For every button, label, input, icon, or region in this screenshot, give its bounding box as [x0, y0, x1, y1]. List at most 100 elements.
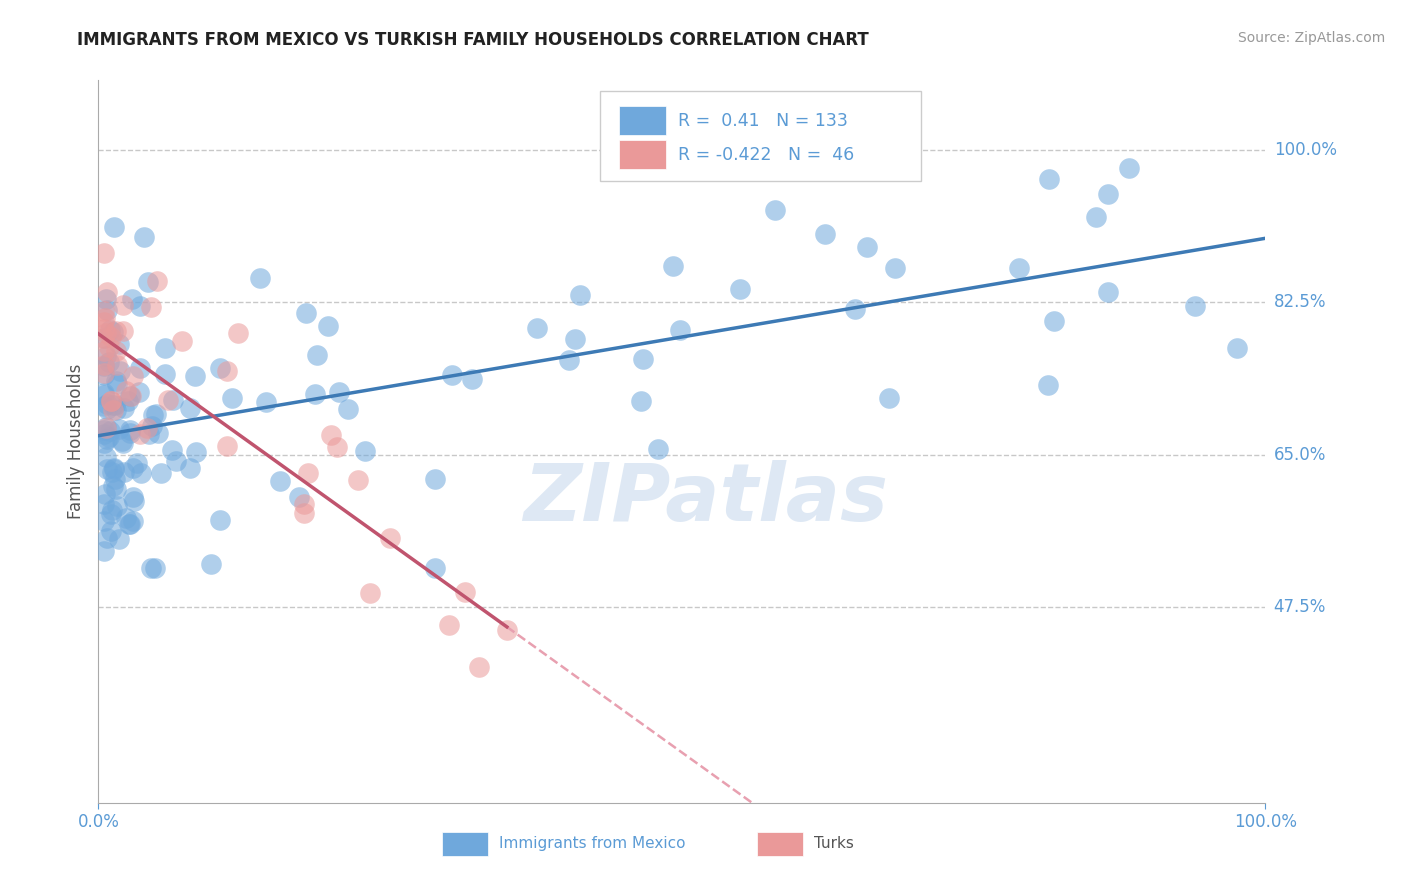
- Point: [153, 341, 176, 355]
- Point: [96, 402, 118, 417]
- Point: [93, 358, 115, 372]
- Point: [100, 393, 122, 408]
- Point: [359, 586, 381, 600]
- Point: [1008, 260, 1031, 275]
- Point: [354, 443, 377, 458]
- Point: [153, 367, 176, 381]
- Point: [149, 466, 172, 480]
- Text: 47.5%: 47.5%: [1274, 598, 1326, 616]
- Point: [105, 324, 128, 338]
- Point: [844, 301, 866, 316]
- Point: [104, 403, 127, 417]
- Point: [114, 384, 136, 398]
- Point: [98, 340, 121, 354]
- FancyBboxPatch shape: [441, 832, 488, 855]
- Point: [162, 393, 184, 408]
- Point: [112, 435, 135, 450]
- Point: [101, 403, 124, 417]
- Point: [98, 430, 121, 444]
- Point: [94, 486, 117, 500]
- Point: [128, 385, 150, 400]
- Point: [425, 472, 447, 486]
- Point: [112, 401, 135, 416]
- Point: [1097, 186, 1119, 201]
- Point: [105, 343, 128, 358]
- Point: [468, 659, 491, 673]
- Point: [558, 353, 581, 368]
- Point: [93, 322, 115, 336]
- Point: [111, 434, 134, 449]
- Point: [440, 368, 463, 383]
- Point: [98, 425, 121, 439]
- Point: [728, 282, 751, 296]
- Point: [93, 436, 115, 450]
- Point: [122, 494, 145, 508]
- Point: [856, 240, 879, 254]
- Point: [217, 364, 239, 378]
- Point: [96, 432, 118, 446]
- Point: [93, 514, 115, 528]
- Point: [328, 385, 350, 400]
- Point: [295, 306, 318, 320]
- Point: [160, 443, 183, 458]
- Point: [100, 524, 122, 538]
- Point: [118, 516, 141, 531]
- Point: [96, 397, 118, 411]
- Point: [117, 394, 139, 409]
- Point: [165, 454, 187, 468]
- Point: [105, 482, 128, 496]
- Point: [346, 473, 368, 487]
- Point: [93, 399, 115, 413]
- Point: [321, 428, 343, 442]
- Point: [142, 408, 165, 422]
- Point: [93, 387, 115, 401]
- Point: [318, 319, 340, 334]
- Point: [129, 360, 152, 375]
- Point: [93, 315, 115, 329]
- Point: [93, 543, 115, 558]
- Point: [647, 442, 669, 456]
- Text: ZIPatlas: ZIPatlas: [523, 460, 887, 539]
- Point: [326, 440, 349, 454]
- Point: [139, 561, 162, 575]
- Point: [136, 420, 159, 434]
- Point: [111, 298, 134, 312]
- Point: [100, 330, 122, 344]
- Point: [120, 389, 142, 403]
- Point: [120, 423, 142, 437]
- Point: [129, 299, 152, 313]
- Point: [96, 531, 118, 545]
- Point: [118, 389, 141, 403]
- Point: [146, 425, 169, 440]
- Point: [380, 531, 402, 545]
- Point: [564, 332, 586, 346]
- Text: IMMIGRANTS FROM MEXICO VS TURKISH FAMILY HOUSEHOLDS CORRELATION CHART: IMMIGRANTS FROM MEXICO VS TURKISH FAMILY…: [77, 31, 869, 49]
- Point: [96, 303, 118, 318]
- Point: [98, 355, 121, 369]
- Point: [93, 359, 115, 373]
- Point: [107, 376, 129, 391]
- Point: [526, 321, 548, 335]
- Point: [98, 322, 121, 336]
- Point: [93, 497, 115, 511]
- Point: [337, 402, 360, 417]
- Point: [96, 292, 118, 306]
- Text: 65.0%: 65.0%: [1274, 446, 1326, 464]
- Point: [221, 391, 243, 405]
- Point: [94, 421, 117, 435]
- Point: [146, 274, 169, 288]
- FancyBboxPatch shape: [756, 832, 803, 855]
- Point: [93, 366, 115, 380]
- Point: [209, 360, 232, 375]
- Point: [1038, 172, 1060, 186]
- Point: [630, 394, 652, 409]
- Point: [215, 439, 238, 453]
- Text: Source: ZipAtlas.com: Source: ZipAtlas.com: [1237, 31, 1385, 45]
- Point: [184, 369, 207, 384]
- Point: [145, 561, 167, 575]
- Point: [93, 331, 115, 345]
- Point: [292, 497, 315, 511]
- Point: [122, 369, 145, 384]
- Text: Turks: Turks: [814, 837, 853, 852]
- Point: [496, 624, 519, 638]
